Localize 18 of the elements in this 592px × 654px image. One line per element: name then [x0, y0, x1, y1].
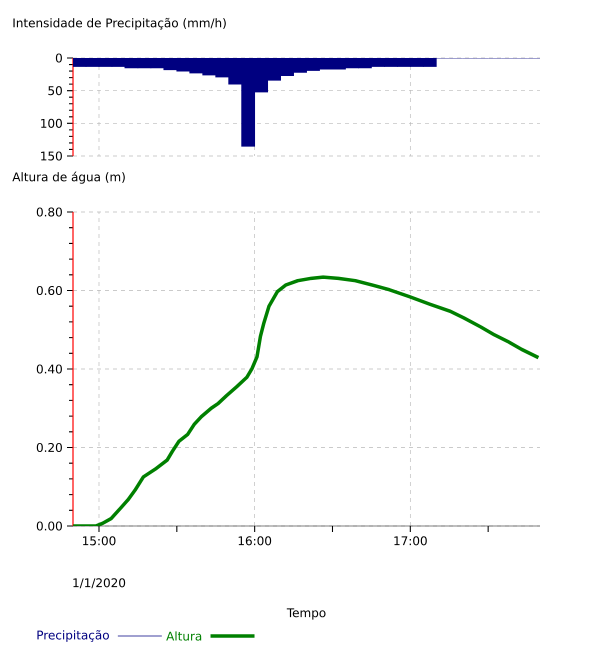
y-tick-label: 50 — [48, 86, 62, 96]
chart-title: Intensidade de Precipitação (mm/h) — [13, 18, 226, 30]
y-tick-label: 0.40 — [36, 364, 62, 374]
x-tick-label: 15:00 — [83, 536, 116, 546]
y-tick-label: 0.80 — [36, 207, 62, 217]
text: 1/1/2020 — [73, 578, 126, 588]
x-tick-label: 17:00 — [394, 536, 427, 546]
y-tick-label: 0.20 — [36, 442, 62, 452]
x-axis-title: Tempo — [286, 608, 326, 620]
legend-label: Altura — [166, 631, 202, 641]
y-tick-label: 0.00 — [36, 521, 62, 531]
y-tick-label: 0 — [56, 53, 62, 63]
y-tick-label: 150 — [41, 151, 62, 161]
x-tick-label: 16:00 — [238, 536, 272, 546]
y-tick-label: 0.60 — [36, 286, 62, 296]
y-tick-label: 100 — [41, 118, 62, 128]
legend-label: Precipitação — [37, 630, 109, 642]
chart-title: Altura de água (m) — [12, 172, 125, 184]
